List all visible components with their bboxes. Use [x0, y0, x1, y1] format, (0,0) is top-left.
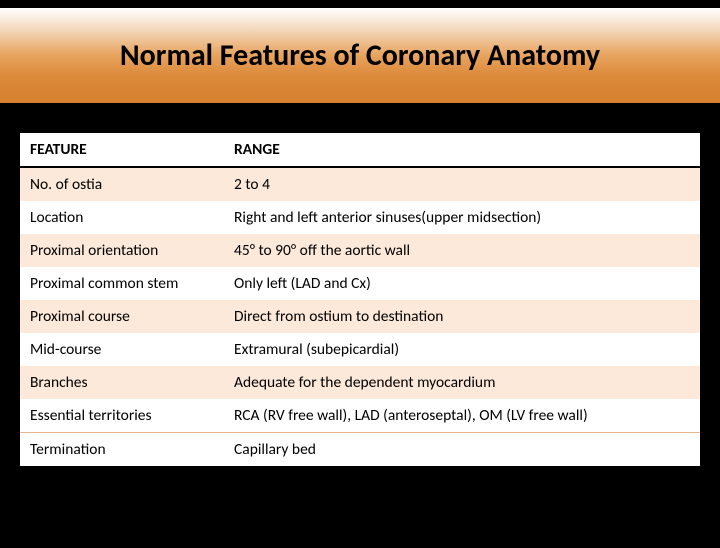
- table-row: Location Right and left anterior sinuses…: [20, 201, 700, 234]
- cell-range: Capillary bed: [224, 433, 700, 467]
- page-title: Normal Features of Coronary Anatomy: [120, 37, 600, 74]
- cell-feature: Branches: [20, 366, 224, 399]
- cell-range: Direct from ostium to destination: [224, 300, 700, 333]
- col-header-range: RANGE: [224, 133, 700, 167]
- table-row: Branches Adequate for the dependent myoc…: [20, 366, 700, 399]
- cell-feature: Termination: [20, 433, 224, 467]
- table-header-row: FEATURE RANGE: [20, 133, 700, 167]
- cell-range: 45° to 90° off the aortic wall: [224, 234, 700, 267]
- cell-range: Extramural (subepicardial): [224, 333, 700, 366]
- table-row: Termination Capillary bed: [20, 433, 700, 467]
- cell-feature: Essential territories: [20, 399, 224, 433]
- table-row: Essential territories RCA (RV free wall)…: [20, 399, 700, 433]
- cell-feature: No. of ostia: [20, 167, 224, 201]
- cell-feature: Proximal common stem: [20, 267, 224, 300]
- cell-range: Right and left anterior sinuses(upper mi…: [224, 201, 700, 234]
- table-container: FEATURE RANGE No. of ostia 2 to 4 Locati…: [0, 103, 720, 466]
- cell-range: Adequate for the dependent myocardium: [224, 366, 700, 399]
- cell-feature: Proximal orientation: [20, 234, 224, 267]
- features-table: FEATURE RANGE No. of ostia 2 to 4 Locati…: [20, 133, 700, 466]
- table-row: Proximal course Direct from ostium to de…: [20, 300, 700, 333]
- cell-feature: Mid-course: [20, 333, 224, 366]
- table-row: Proximal orientation 45° to 90° off the …: [20, 234, 700, 267]
- table-row: Proximal common stem Only left (LAD and …: [20, 267, 700, 300]
- cell-feature: Proximal course: [20, 300, 224, 333]
- cell-range: RCA (RV free wall), LAD (anteroseptal), …: [224, 399, 700, 433]
- table-row: Mid-course Extramural (subepicardial): [20, 333, 700, 366]
- title-band: Normal Features of Coronary Anatomy: [0, 8, 720, 103]
- cell-feature: Location: [20, 201, 224, 234]
- col-header-feature: FEATURE: [20, 133, 224, 167]
- cell-range: Only left (LAD and Cx): [224, 267, 700, 300]
- cell-range: 2 to 4: [224, 167, 700, 201]
- table-row: No. of ostia 2 to 4: [20, 167, 700, 201]
